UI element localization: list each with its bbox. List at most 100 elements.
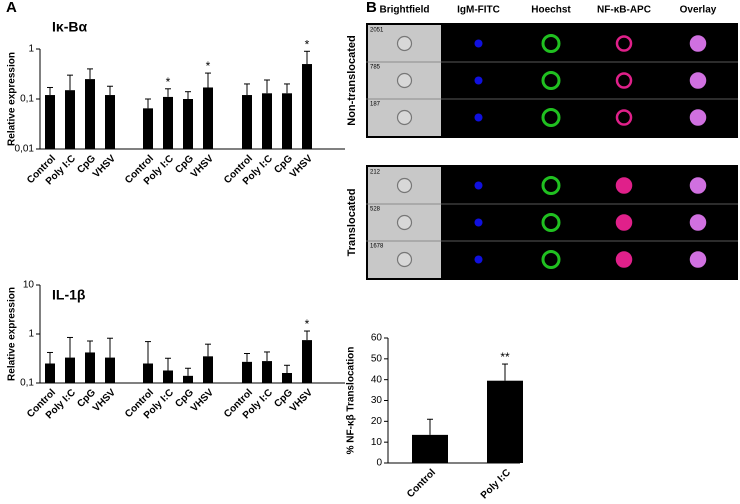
significance: **: [500, 350, 510, 364]
error-bar: [244, 83, 250, 96]
y-axis-label: Relative expression: [7, 287, 18, 381]
cell: [615, 35, 633, 52]
error-bar: [205, 72, 211, 88]
y-axis-label: Relative expression: [7, 52, 18, 146]
panel-label: A: [6, 0, 17, 16]
bar: [183, 375, 193, 383]
cell: [689, 214, 707, 231]
error-bar: [205, 343, 211, 357]
bar: [143, 108, 153, 149]
y-tick-label: 1: [28, 329, 34, 340]
error-bar: [185, 367, 191, 376]
cell: [615, 177, 633, 194]
y-axis-label: % NF-κβ Translocation: [346, 347, 357, 455]
bar: [282, 372, 292, 383]
error-bar: [87, 68, 93, 80]
x-tick-label: VHSV: [189, 387, 216, 414]
error-bar: [107, 85, 113, 96]
bar: [45, 95, 55, 149]
y-tick-label: 50: [371, 353, 383, 364]
x-tick-label: VHSV: [91, 153, 118, 180]
error-bar: [304, 50, 310, 65]
cell: [689, 72, 707, 89]
error-bar: [284, 83, 290, 94]
y-tick-label: 40: [371, 374, 383, 385]
cell: [615, 72, 633, 89]
error-bar: [304, 330, 310, 341]
error-bar: [502, 363, 508, 381]
column-header: NF-κB-APC: [597, 5, 651, 16]
cell: [689, 35, 707, 52]
error-bar: [47, 351, 53, 364]
error-bar: [264, 351, 270, 362]
cell: [689, 109, 707, 126]
bar: [85, 352, 95, 383]
bar: [65, 90, 75, 149]
y-tick-label: 20: [371, 416, 383, 427]
cell: [689, 251, 707, 268]
bar: [183, 99, 193, 149]
cell: [396, 35, 413, 52]
bar: [105, 95, 115, 149]
cell-id: 785: [370, 65, 381, 71]
error-bar: [427, 418, 433, 435]
column-header: IgM-FITC: [457, 5, 500, 16]
error-bar: [87, 340, 93, 353]
y-tick-label: 10: [23, 280, 35, 291]
cell: [541, 176, 561, 195]
x-tick-label: Poly I:C: [479, 467, 513, 501]
error-bar: [107, 337, 113, 358]
x-tick-label: VHSV: [288, 153, 315, 180]
cell-id: 212: [370, 170, 381, 176]
cell: [474, 218, 483, 227]
bar: [45, 363, 55, 383]
cell: [541, 213, 561, 232]
row-group-label: Non-translocated: [346, 35, 358, 125]
cell: [396, 109, 413, 126]
cell: [474, 255, 483, 264]
error-bar: [185, 91, 191, 99]
cell: [541, 71, 561, 90]
bar: [282, 93, 292, 149]
bar: [203, 87, 213, 149]
chart-title: IL-1β: [52, 287, 86, 303]
cell: [615, 251, 633, 268]
bar: [242, 95, 252, 149]
y-tick-label: 1: [28, 44, 34, 55]
panel-label: B: [366, 0, 377, 16]
error-bar: [165, 88, 171, 97]
cell: [689, 177, 707, 194]
bar: [65, 357, 75, 383]
y-tick-label: 30: [371, 395, 383, 406]
cell: [541, 108, 561, 127]
cell: [474, 181, 483, 190]
cell: [396, 251, 413, 268]
cell: [474, 76, 483, 85]
significance: *: [305, 317, 310, 331]
column-header: Hoechst: [531, 5, 571, 16]
cell: [541, 34, 561, 53]
bar: [412, 434, 448, 463]
error-bar: [165, 357, 171, 371]
x-tick-label: VHSV: [91, 387, 118, 414]
bar: [302, 340, 312, 383]
cell: [396, 177, 413, 194]
y-tick-label: 0,1: [20, 378, 34, 389]
bar: [302, 64, 312, 149]
cell: [474, 113, 483, 122]
x-tick-label: VHSV: [288, 387, 315, 414]
error-bar: [67, 74, 73, 91]
significance: *: [206, 59, 211, 73]
cell: [615, 109, 633, 126]
cell: [541, 250, 561, 269]
cell: [474, 39, 483, 48]
column-header: Overlay: [680, 5, 717, 16]
bar: [105, 357, 115, 383]
error-bar: [264, 79, 270, 94]
y-tick-label: 0: [376, 458, 382, 469]
bar: [487, 380, 523, 463]
y-tick-label: 60: [371, 333, 383, 344]
row-group-label: Translocated: [346, 189, 358, 257]
cell-id: 528: [370, 207, 381, 213]
